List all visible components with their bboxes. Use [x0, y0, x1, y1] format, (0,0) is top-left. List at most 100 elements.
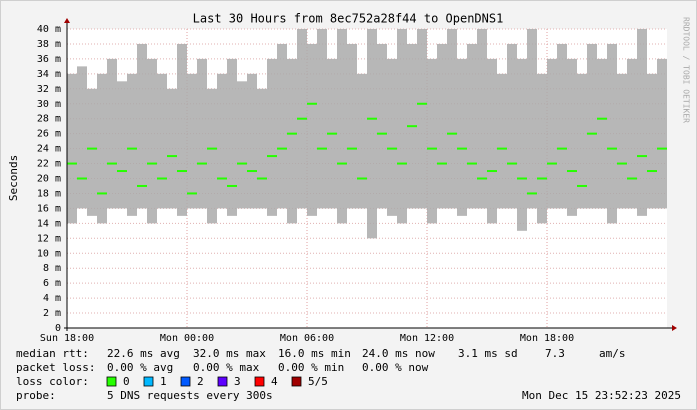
y-tick-label: 34 m [37, 69, 61, 80]
legend-rtt: am/s [599, 347, 626, 360]
y-tick-label: 0 [55, 323, 61, 334]
legend-rtt: 7.3 [545, 347, 565, 360]
smoke-band [657, 58, 667, 209]
smoke-band [247, 73, 257, 209]
y-tick-label: 30 m [37, 99, 61, 110]
loss-label: 0 [123, 375, 130, 388]
smoke-band [547, 58, 557, 209]
smoke-band [107, 58, 117, 209]
x-tick-label: Mon 12:00 [400, 333, 454, 344]
y-tick-label: 32 m [37, 84, 61, 95]
smoke-band [97, 73, 107, 224]
loss-swatch [254, 376, 265, 387]
smoke-band [417, 29, 427, 209]
loss-label: 3 [234, 375, 241, 388]
smoke-band [267, 58, 277, 216]
smoke-band [157, 73, 167, 209]
chart-title: Last 30 Hours from 8ec752a28f44 to OpenD… [193, 12, 504, 26]
legend-probe: probe: [16, 389, 56, 402]
legend-rtt: median rtt: [16, 347, 89, 360]
smoke-band [357, 73, 367, 209]
y-tick-label: 24 m [37, 144, 61, 155]
smoke-band [577, 73, 587, 209]
smoke-band [487, 58, 497, 224]
legend-rtt: 3.1 ms sd [458, 347, 518, 360]
y-tick-label: 6 m [43, 278, 61, 289]
smoke-band [387, 58, 397, 216]
smoke-band [197, 58, 207, 209]
smoke-band [167, 88, 177, 209]
axis-arrow [672, 325, 677, 331]
smoke-band [497, 73, 507, 209]
probe-desc: 5 DNS requests every 300s [107, 389, 273, 402]
y-tick-label: 10 m [37, 248, 61, 259]
smoke-band [647, 73, 657, 209]
y-tick-label: 4 m [43, 293, 61, 304]
smoke-band [137, 43, 147, 209]
y-tick-label: 38 m [37, 39, 61, 50]
legend-rtt: 22.6 ms avg [107, 347, 180, 360]
loss-label: 2 [197, 375, 204, 388]
smoke-band [67, 73, 77, 224]
smoke-band [77, 66, 87, 209]
y-tick-label: 8 m [43, 263, 61, 274]
legend-rtt: 32.0 ms max [193, 347, 266, 360]
loss-swatch [143, 376, 154, 387]
watermark: RRDTOOL / TOBI OETIKER [682, 17, 691, 123]
loss-swatch [217, 376, 228, 387]
loss-swatch [180, 376, 191, 387]
loss-label: 1 [160, 375, 167, 388]
legend-loss: 0.00 % avg [107, 361, 173, 374]
smoke-band [427, 58, 437, 224]
y-tick-label: 16 m [37, 203, 61, 214]
smoke-band [557, 43, 567, 209]
smoke-band [257, 88, 267, 209]
smoke-band [287, 58, 297, 224]
smoke-band [537, 73, 547, 224]
y-tick-label: 12 m [37, 233, 61, 244]
smoke-band [237, 81, 247, 209]
loss-swatch [291, 376, 302, 387]
smoke-band [147, 58, 157, 224]
smoke-band [457, 58, 467, 216]
y-tick-label: 28 m [37, 114, 61, 125]
smoke-band [477, 29, 487, 209]
smoke-band [517, 58, 527, 231]
y-tick-label: 20 m [37, 174, 61, 185]
y-tick-label: 40 m [37, 24, 61, 35]
x-tick-label: Sun 18:00 [40, 333, 94, 344]
x-tick-label: Mon 18:00 [520, 333, 574, 344]
loss-label: 4 [271, 375, 278, 388]
x-tick-label: Mon 06:00 [280, 333, 334, 344]
smoke-band [437, 43, 447, 209]
legend-loss: packet loss: [16, 361, 95, 374]
smoke-band [337, 29, 347, 224]
x-tick-label: Mon 00:00 [160, 333, 214, 344]
legend-loss: 0.00 % max [193, 361, 260, 374]
legend-rtt: 24.0 ms now [362, 347, 435, 360]
smoke-band [587, 43, 597, 209]
loss-swatch [106, 376, 117, 387]
timestamp: Mon Dec 15 23:52:23 2025 [522, 389, 681, 402]
smoke-band [317, 29, 327, 209]
smoke-band [607, 43, 617, 224]
y-tick-label: 36 m [37, 54, 61, 65]
legend-loss: 0.00 % now [362, 361, 429, 374]
smoke-band [367, 29, 377, 239]
legend-rtt: 16.0 ms min [278, 347, 351, 360]
smoke-band [277, 43, 287, 209]
smoke-band [617, 73, 627, 209]
smoke-band [117, 81, 127, 209]
smoke-band [597, 58, 607, 209]
axis-arrow [64, 18, 70, 23]
smoke-band [637, 29, 647, 216]
smoke-band [87, 88, 97, 216]
y-tick-label: 2 m [43, 308, 61, 319]
y-tick-label: 26 m [37, 129, 61, 140]
legend-loss-color: loss color: [16, 375, 89, 388]
smoke-band [177, 43, 187, 216]
smoke-band [627, 58, 637, 209]
smoke-band [127, 73, 137, 216]
